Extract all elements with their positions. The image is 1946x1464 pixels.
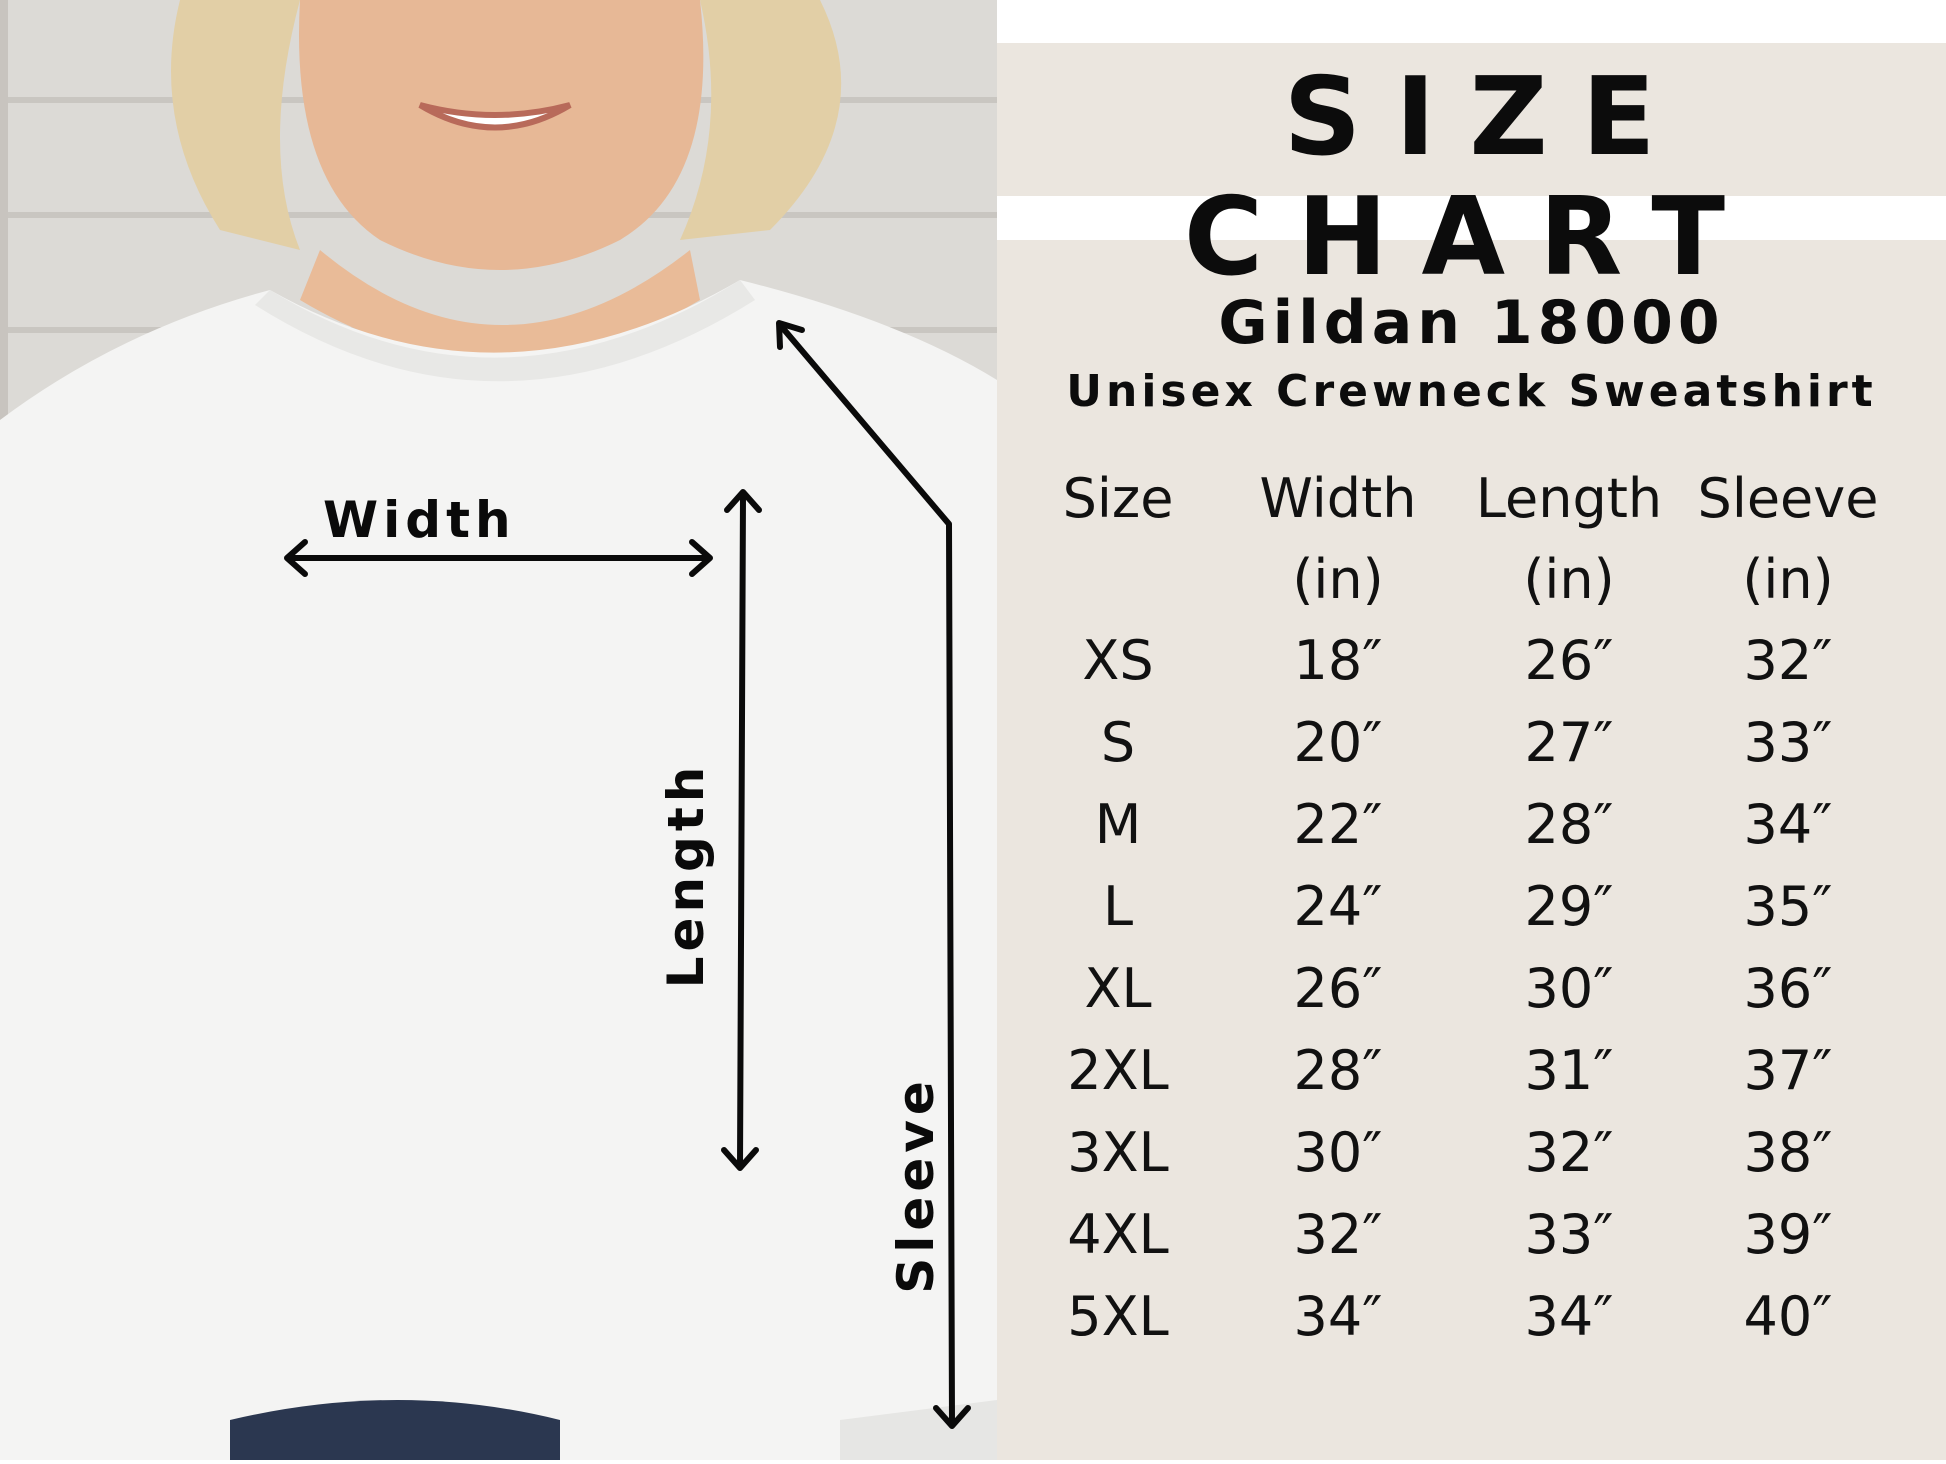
cell-width: 28″ <box>1293 1039 1383 1102</box>
cell-sleeve: 33″ <box>1743 711 1833 774</box>
cell-sleeve: 40″ <box>1743 1285 1833 1348</box>
cell-size: L <box>1102 875 1134 938</box>
face <box>299 0 704 270</box>
cell-size: 4XL <box>1067 1203 1169 1266</box>
cell-width: 32″ <box>1293 1203 1383 1266</box>
cell-width: 24″ <box>1293 875 1383 938</box>
cell-length: 29″ <box>1524 875 1614 938</box>
cell-sleeve: 39″ <box>1743 1203 1833 1266</box>
cell-size: 5XL <box>1067 1285 1169 1348</box>
cell-length: 27″ <box>1524 711 1614 774</box>
cell-length: 34″ <box>1524 1285 1614 1348</box>
size-chart-panel: SIZE CHART Gildan 18000 Unisex Crewneck … <box>997 0 1946 1460</box>
brand-model: Gildan 18000 <box>1218 288 1725 358</box>
model-photo: Width Length Sleeve <box>0 0 997 1460</box>
cell-length: 28″ <box>1524 793 1614 856</box>
cell-length: 33″ <box>1524 1203 1614 1266</box>
hair <box>171 0 300 250</box>
cell-width: 20″ <box>1293 711 1383 774</box>
cell-sleeve: 32″ <box>1743 629 1833 692</box>
cell-width: 22″ <box>1293 793 1383 856</box>
cell-size: S <box>1100 711 1136 774</box>
cell-size: XS <box>1082 629 1154 692</box>
header-sleeve: Sleeve <box>1697 467 1879 530</box>
unit-length: (in) <box>1523 548 1615 611</box>
cell-sleeve: 36″ <box>1743 957 1833 1020</box>
cell-length: 32″ <box>1524 1121 1614 1184</box>
length-label: Length <box>657 761 715 989</box>
sweatshirt <box>0 280 997 1460</box>
length-arrow <box>737 491 746 1169</box>
cell-length: 30″ <box>1524 957 1614 1020</box>
width-label: Width <box>323 491 516 549</box>
cell-size: M <box>1094 793 1142 856</box>
cell-width: 34″ <box>1293 1285 1383 1348</box>
unit-sleeve: (in) <box>1742 548 1834 611</box>
product-name: Unisex Crewneck Sweatshirt <box>1066 366 1877 417</box>
cell-size: 3XL <box>1067 1121 1169 1184</box>
header-length: Length <box>1475 467 1663 530</box>
sweatshirt-illustration <box>0 0 997 1460</box>
cell-sleeve: 34″ <box>1743 793 1833 856</box>
cell-width: 26″ <box>1293 957 1383 1020</box>
cell-width: 18″ <box>1293 629 1383 692</box>
title-band <box>997 43 1946 196</box>
cell-size: 2XL <box>1067 1039 1169 1102</box>
sleeve-arrow <box>778 323 955 1427</box>
header-width: Width <box>1259 467 1417 530</box>
cell-length: 26″ <box>1524 629 1614 692</box>
page-title: SIZE CHART <box>1183 55 1760 300</box>
cell-width: 30″ <box>1293 1121 1383 1184</box>
cell-sleeve: 35″ <box>1743 875 1833 938</box>
unit-width: (in) <box>1292 548 1384 611</box>
header-size: Size <box>1062 467 1174 530</box>
cell-length: 31″ <box>1524 1039 1614 1102</box>
cell-sleeve: 37″ <box>1743 1039 1833 1102</box>
sleeve-label: Sleeve <box>887 1076 945 1294</box>
cell-size: XL <box>1084 957 1152 1020</box>
table-background <box>997 240 1946 1460</box>
cell-sleeve: 38″ <box>1743 1121 1833 1184</box>
